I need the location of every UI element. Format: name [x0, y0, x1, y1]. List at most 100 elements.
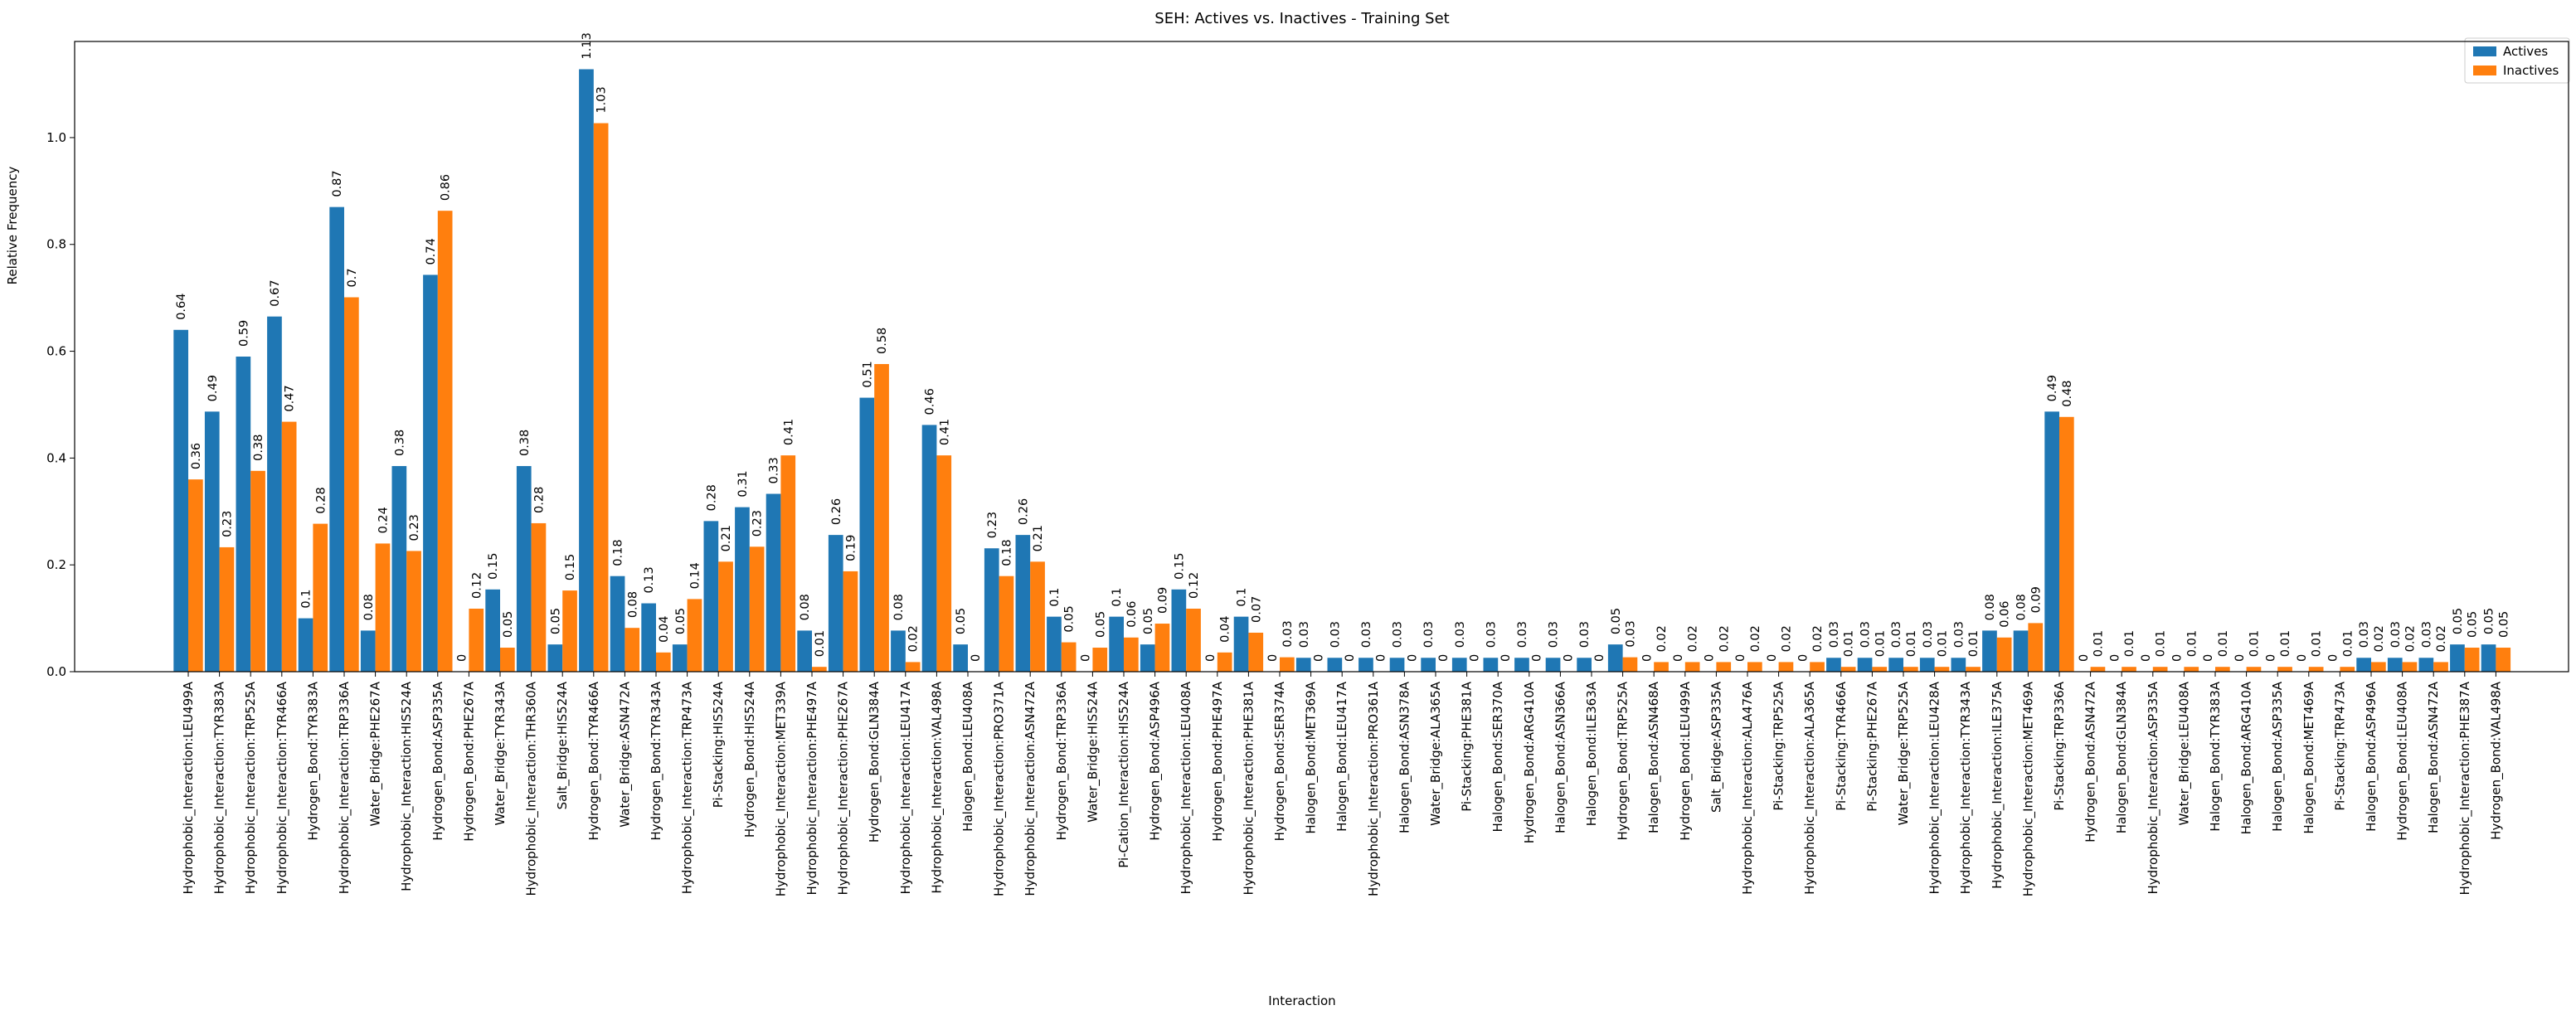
bar-value-label: 0.33: [768, 457, 781, 483]
x-tick-label: Halogen_Bond:ASP335A: [2270, 681, 2286, 832]
bar-value-label: 0.1: [1236, 588, 1249, 607]
bar-value-label: 0.05: [1094, 611, 1107, 638]
bar-actives: [1047, 616, 1062, 672]
bar-actives: [423, 274, 438, 672]
x-tick-label: Halogen_Bond:ASN468A: [1646, 681, 1662, 833]
x-tick-label: Pi-Stacking:HIS524A: [711, 681, 726, 808]
bar-actives: [516, 466, 532, 672]
bar-actives: [1140, 644, 1155, 672]
x-tick-label: Hydrophobic_Interaction:LEU417A: [898, 681, 914, 894]
bar-value-label: 0.03: [1281, 620, 1295, 647]
bar-inactives: [1840, 667, 1856, 672]
x-tick-label: Hydrophobic_Interaction:ALA476A: [1740, 681, 1756, 895]
bar-inactives: [2090, 667, 2106, 672]
bar-value-label: 0: [1344, 654, 1357, 662]
bar-value-label: 0.21: [720, 525, 733, 551]
x-tick-label: Hydrophobic_Interaction:ASP335A: [2146, 681, 2161, 894]
bar-inactives: [2371, 662, 2386, 672]
bar-actives: [1545, 658, 1561, 672]
bar-value-label: 0.18: [1000, 539, 1013, 566]
x-tick-label: Hydrogen_Bond:PHE267A: [461, 681, 477, 841]
x-tick-label: Salt_Bridge:HIS524A: [555, 681, 571, 809]
bar-actives: [485, 589, 500, 672]
bar-value-label: 0.23: [408, 514, 421, 541]
bar-actives: [1607, 644, 1623, 672]
legend-swatch-actives: [2473, 46, 2496, 56]
bar-value-label: 0.1: [300, 590, 313, 609]
y-tick-label: 0.2: [46, 557, 66, 572]
x-tick-label: Hydrogen_Bond:SER374A: [1272, 681, 1288, 841]
bar-actives: [672, 644, 688, 672]
x-tick-label: Hydrophobic_Interaction:PHE381A: [1241, 681, 1256, 895]
bar-value-label: 0.02: [1655, 625, 1669, 652]
bar-actives: [953, 644, 968, 672]
bar-value-label: 0.15: [487, 553, 500, 580]
x-tick-label: Hydrogen_Bond:LEU408A: [2395, 681, 2411, 840]
bar-inactives: [1217, 652, 1232, 672]
bar-actives: [703, 521, 719, 672]
bar-value-label: 0: [1562, 654, 1575, 662]
x-tick-label: Pi-Stacking:TRP525A: [1772, 681, 1786, 810]
bar-value-labels: 0.64 0.36 0.49 0.23 0.59 0.38 0.67 0.47 0.1 0.28 0…: [175, 32, 2510, 662]
bar-value-label: 0.03: [1578, 621, 1592, 648]
bar-value-label: 0.08: [1984, 594, 1997, 620]
legend-swatch-inactives: [2473, 66, 2496, 75]
bar-value-label: 0.38: [252, 435, 265, 461]
bar-value-label: 0.06: [1999, 600, 2012, 627]
bar-value-label: 0.24: [377, 507, 390, 533]
bar-inactives: [1934, 667, 1950, 672]
x-tick-label: Hydrogen_Bond:TYR343A: [649, 681, 664, 840]
bar-value-label: 0.87: [331, 170, 344, 197]
bar-value-label: 0.47: [284, 385, 297, 411]
bar-inactives: [344, 297, 359, 672]
bar-value-label: 0.46: [924, 388, 937, 415]
x-tick-label: Hydrophobic_Interaction:ILE375A: [1990, 681, 2005, 889]
x-tick-label: Halogen_Bond:ASN472A: [2426, 681, 2442, 833]
x-tick-label: Hydrogen_Bond:TRP336A: [1054, 681, 1070, 840]
plot-frame: [74, 41, 2569, 673]
bar-inactives: [1996, 637, 2012, 672]
bar-value-label: 0.08: [362, 594, 376, 620]
bar-actives: [1826, 658, 1841, 672]
bar-value-label: 0.74: [425, 238, 438, 265]
bar-inactives: [593, 123, 609, 673]
x-tick-label: Hydrogen_Bond:TRP525A: [1616, 681, 1631, 840]
bar-actives: [1421, 658, 1436, 672]
x-tick-label: Pi-Stacking:TYR466A: [1834, 681, 1849, 810]
bar-value-label: 0: [1468, 654, 1481, 662]
bar-inactives: [843, 571, 858, 672]
bar-value-label: 0.1: [1048, 588, 1062, 607]
bar-value-label: 0.03: [1516, 621, 1529, 648]
bar-value-label: 0.41: [938, 419, 951, 445]
bar-actives: [173, 329, 188, 672]
x-tick-label: Water_Bridge:LEU408A: [2176, 681, 2192, 825]
bar-value-label: 0.59: [237, 320, 250, 347]
bar-value-label: 0.03: [1392, 621, 1405, 648]
bar-value-label: 0.01: [814, 630, 827, 657]
bar-value-label: 0.01: [1843, 630, 1856, 657]
bar-value-label: 0: [2233, 654, 2247, 662]
x-tick-label: Water_Bridge:TRP525A: [1896, 681, 1912, 825]
bar-value-label: 0.01: [2341, 630, 2355, 657]
bar-value-label: 0.09: [2029, 586, 2043, 613]
bar-inactives: [1622, 657, 1638, 672]
bar-actives: [360, 630, 376, 672]
bar-value-label: 0.49: [207, 375, 220, 401]
bar-value-label: 0.08: [2015, 594, 2029, 620]
bar-value-label: 0.05: [2467, 611, 2480, 638]
y-tick-label: 0.8: [46, 237, 66, 252]
bar-value-label: 0: [2140, 654, 2153, 662]
bar-actives: [547, 644, 563, 672]
bar-value-label: 0.12: [1188, 572, 1201, 599]
bar-value-label: 0.28: [314, 487, 328, 513]
bar-inactives: [2496, 648, 2511, 672]
bar-inactives: [188, 479, 203, 672]
bar-value-label: 0.03: [1624, 620, 1637, 647]
chart-title: SEH: Actives vs. Inactives - Training Se…: [1154, 10, 1449, 27]
bar-value-label: 0.05: [502, 611, 515, 638]
bar-value-label: 0.41: [782, 419, 795, 445]
x-tick-label: Hydrogen_Bond:TYR383A: [305, 681, 321, 840]
bar-inactives: [2277, 667, 2292, 672]
bar-value-label: 0: [1499, 654, 1513, 662]
